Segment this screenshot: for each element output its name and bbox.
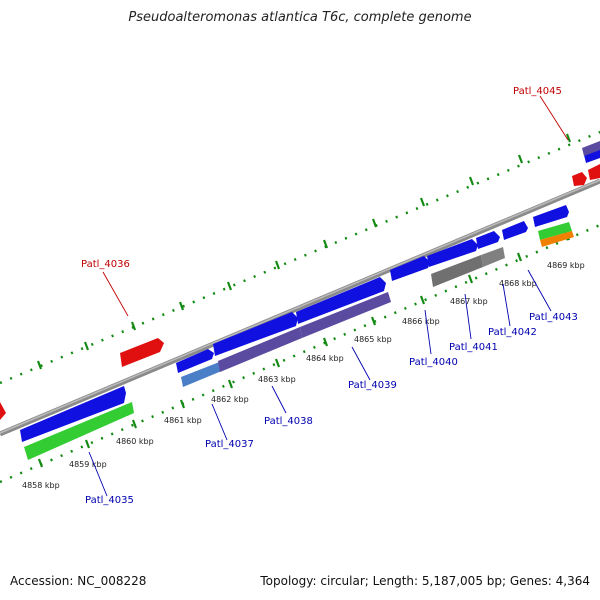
gene-label-patl-4043[interactable]: Patl_4043 xyxy=(529,312,578,323)
feature-right-edge-cds-b[interactable] xyxy=(588,164,600,180)
genome-title: Pseudoalteromonas atlantica T6c, complet… xyxy=(128,10,472,25)
gene-label-patl-4042[interactable]: Patl_4042 xyxy=(488,327,537,338)
feature-patl-4043-rna[interactable] xyxy=(538,222,572,240)
secondary-track xyxy=(24,141,600,460)
inner-major-ticks xyxy=(37,231,571,468)
feature-right-edge-cds-a[interactable] xyxy=(572,172,587,186)
outer-major-ticks xyxy=(36,133,572,370)
feature-patl-4042-alt[interactable] xyxy=(481,247,505,267)
tick-label-4858: 4858 kbp xyxy=(22,481,60,490)
gene-label-patl-4040[interactable]: Patl_4040 xyxy=(409,357,458,368)
feature-patl-4043b-cds[interactable] xyxy=(533,205,569,227)
feature-patl-4038-alt[interactable] xyxy=(218,327,302,372)
feature-patl-4038-cds[interactable] xyxy=(213,312,298,356)
tick-label-4864: 4864 kbp xyxy=(306,354,344,363)
feature-patl-4037-cds[interactable] xyxy=(176,349,214,373)
feature-patl-4035-cds[interactable] xyxy=(20,386,126,442)
feature-patl-4045-alt[interactable] xyxy=(582,141,600,156)
feature-patl-4041-cds[interactable] xyxy=(427,239,478,267)
genome-summary-text: Topology: circular; Length: 5,187,005 bp… xyxy=(260,574,590,588)
tick-label-4861: 4861 kbp xyxy=(164,416,202,425)
feature-left-edge-cds[interactable] xyxy=(0,402,6,420)
feature-patl-4045-cds[interactable] xyxy=(584,148,600,163)
feature-patl-4039-cds[interactable] xyxy=(296,277,386,324)
gene-label-patl-4039[interactable]: Patl_4039 xyxy=(348,380,397,391)
feature-patl-4043-orange[interactable] xyxy=(540,231,574,247)
feature-patl-4042-cds[interactable] xyxy=(476,231,500,249)
feature-patl-4041-alt[interactable] xyxy=(431,255,483,287)
tick-label-4866: 4866 kbp xyxy=(402,317,440,326)
gene-label-patl-4037[interactable]: Patl_4037 xyxy=(205,439,254,450)
callout-lines xyxy=(88,95,569,497)
accession-text: Accession: NC_008228 xyxy=(10,574,147,588)
tick-label-4868: 4868 kbp xyxy=(499,279,537,288)
genome-backbone xyxy=(0,178,600,437)
tick-label-4862: 4862 kbp xyxy=(211,395,249,404)
feature-patl-4037-alt[interactable] xyxy=(181,361,224,387)
tick-label-4859: 4859 kbp xyxy=(69,460,107,469)
tick-label-4860: 4860 kbp xyxy=(116,437,154,446)
outer-dotted-ring xyxy=(0,130,600,385)
gene-label-patl-4045[interactable]: Patl_4045 xyxy=(513,86,562,97)
gene-label-patl-4038[interactable]: Patl_4038 xyxy=(264,416,313,427)
tick-label-4867: 4867 kbp xyxy=(450,297,488,306)
gene-label-patl-4035[interactable]: Patl_4035 xyxy=(85,495,134,506)
gene-labels: Patl_4035 Patl_4036 Patl_4037 Patl_4038 … xyxy=(81,86,578,506)
feature-patl-4043a-cds[interactable] xyxy=(502,221,528,240)
tick-label-4863: 4863 kbp xyxy=(258,375,296,384)
forward-cds-track xyxy=(20,148,600,442)
feature-patl-4040-cds[interactable] xyxy=(390,256,430,281)
gene-label-patl-4036[interactable]: Patl_4036 xyxy=(81,259,130,270)
feature-patl-4036-cds[interactable] xyxy=(120,338,164,367)
tick-label-4869: 4869 kbp xyxy=(547,261,585,270)
feature-patl-4035-rna[interactable] xyxy=(24,402,134,460)
gene-label-patl-4041[interactable]: Patl_4041 xyxy=(449,342,498,353)
kbp-tick-labels: 4858 kbp 4859 kbp 4860 kbp 4861 kbp 4862… xyxy=(22,261,585,490)
reverse-cds-track xyxy=(0,164,600,420)
tick-label-4865: 4865 kbp xyxy=(354,335,392,344)
feature-patl-4039-alt[interactable] xyxy=(300,292,391,338)
